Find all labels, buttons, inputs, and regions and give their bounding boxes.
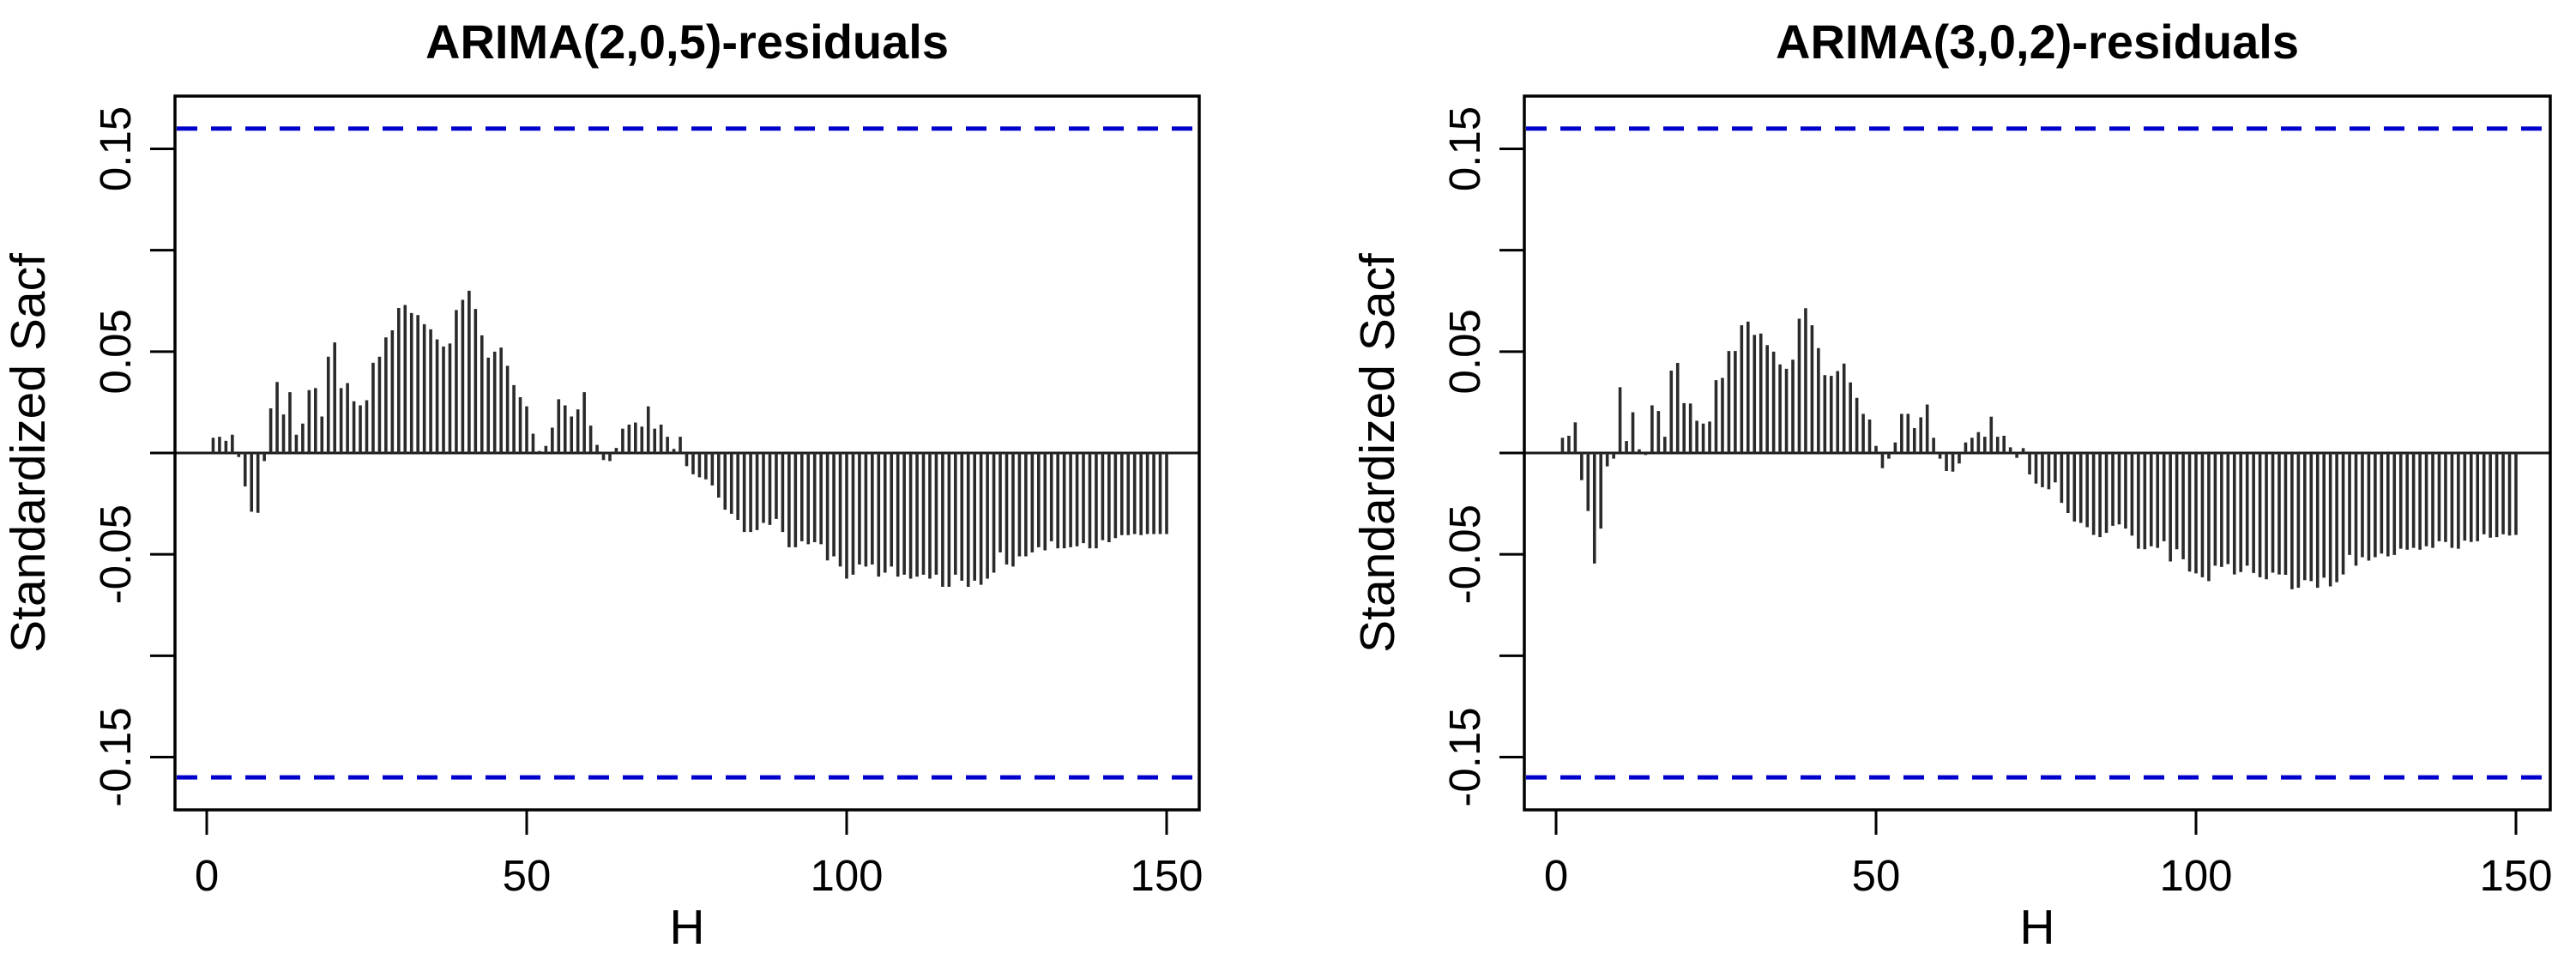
panel-title: ARIMA(2,0,5)-residuals — [425, 15, 949, 69]
x-tick-label: 0 — [195, 851, 219, 900]
y-tick-label: 0.05 — [1440, 309, 1489, 394]
y-tick-label: -0.15 — [1440, 707, 1489, 806]
x-tick-label: 50 — [1852, 851, 1901, 900]
y-tick-label: -0.05 — [91, 504, 140, 604]
x-axis-label: H — [669, 900, 704, 954]
acf-panel: ARIMA(3,0,2)-residuals 0 50 100 150 0.15 0.05 -… — [1350, 15, 2553, 954]
panel-title: ARIMA(3,0,2)-residuals — [1776, 15, 2299, 69]
y-tick-label: 0.15 — [91, 106, 140, 191]
x-tick-label: 0 — [1544, 851, 1568, 900]
x-tick-label: 100 — [2159, 851, 2232, 900]
y-axis-label: Standardized Sacf — [1, 253, 56, 653]
x-tick-label: 150 — [1130, 851, 1203, 900]
x-tick-label: 100 — [810, 851, 883, 900]
y-tick-label: -0.05 — [1440, 504, 1489, 604]
x-axis-label: H — [2019, 900, 2054, 954]
y-tick-label: 0.05 — [91, 309, 140, 394]
y-tick-label: -0.15 — [91, 707, 140, 806]
x-tick-label: 150 — [2479, 851, 2552, 900]
acf-panel: ARIMA(2,0,5)-residuals 0 50 100 150 0.15 0.05 -… — [1, 15, 1204, 954]
y-tick-label: 0.15 — [1440, 106, 1489, 191]
y-axis-label: Standardized Sacf — [1350, 253, 1405, 653]
x-tick-label: 50 — [503, 851, 552, 900]
